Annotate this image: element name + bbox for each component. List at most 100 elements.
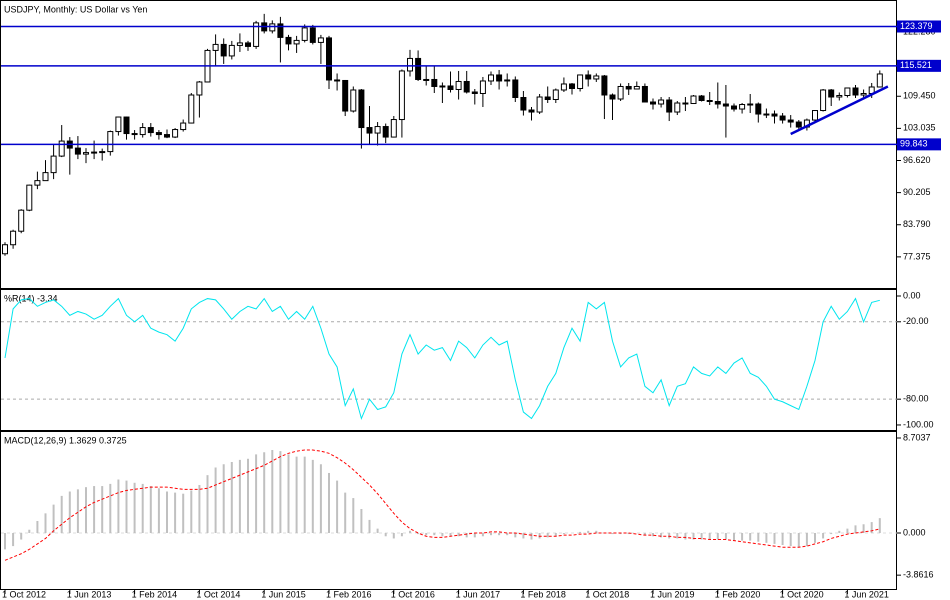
candle-body: [439, 85, 446, 88]
candle-body: [812, 110, 818, 121]
x-tick-label: 1 Feb 2018: [520, 589, 566, 599]
candle-body: [91, 151, 98, 154]
candle-body: [650, 101, 656, 105]
candle-body: [779, 115, 786, 121]
x-tick-label: 1 Feb 2014: [132, 589, 178, 599]
candle-body: [625, 85, 632, 90]
y-tick-label: -20.00: [903, 316, 929, 326]
y-tick-label: -100.00: [903, 419, 934, 429]
x-tick-label: 1 Oct 2016: [391, 589, 435, 599]
candle-body: [674, 102, 681, 113]
candle-body: [131, 133, 138, 136]
candle-body: [479, 80, 486, 94]
x-tick-label: 1 Oct 2018: [585, 589, 629, 599]
x-tick-label: 1 Feb 2020: [715, 589, 761, 599]
y-tick-label: -3.8616: [903, 570, 934, 580]
candle-body: [74, 147, 81, 155]
signal-line: [4, 449, 880, 561]
candle-body: [836, 94, 843, 98]
candle-body: [196, 81, 203, 96]
candle-body: [860, 92, 867, 96]
level-box: [897, 20, 941, 33]
candle-body: [228, 44, 235, 57]
candle-body: [560, 83, 567, 91]
candle-body: [147, 127, 154, 134]
candle-body: [115, 116, 122, 133]
candle-body: [212, 43, 219, 51]
candle-body: [358, 89, 365, 129]
candle-body: [512, 79, 519, 99]
macd-title: MACD(12,26,9) 1.3629 0.3725: [4, 435, 127, 445]
candle-body: [569, 83, 575, 89]
candle-body: [722, 103, 729, 107]
candle-body: [172, 129, 179, 138]
x-tick-label: 1 Jun 2021: [844, 589, 889, 599]
candle-body: [245, 42, 251, 47]
wpr-pane: [0, 289, 897, 431]
candle-body: [820, 89, 827, 112]
x-tick-label: 1 Jun 2017: [456, 589, 501, 599]
candle-body: [463, 80, 470, 93]
candle-body: [633, 85, 640, 90]
candle-body: [374, 126, 381, 134]
candle-body: [107, 131, 114, 153]
candle-body: [828, 89, 835, 98]
candle-body: [504, 79, 511, 82]
candle-body: [58, 140, 65, 157]
candle-body: [309, 27, 316, 43]
candle-body: [520, 97, 527, 111]
x-tick-label: 1 Oct 2012: [2, 589, 46, 599]
wpr-line: [4, 297, 880, 421]
candle-body: [350, 89, 357, 112]
candle-body: [747, 103, 754, 106]
candle-body: [698, 95, 705, 102]
candle-body: [50, 155, 57, 174]
candle-body: [771, 113, 778, 117]
level-box: [897, 59, 941, 72]
candle-body: [641, 85, 648, 103]
candle-body: [731, 105, 737, 110]
y-tick-label: 77.375: [903, 251, 931, 261]
y-tick-label: 90.205: [903, 187, 931, 197]
candle-body: [123, 116, 130, 135]
x-tick-label: 1 Oct 2014: [196, 589, 240, 599]
candle-body: [164, 134, 170, 138]
candle-body: [390, 119, 397, 138]
candle-body: [398, 70, 405, 121]
trendline: [790, 85, 889, 136]
y-tick-label: -80.00: [903, 394, 929, 404]
y-tick-label: 0.000: [903, 527, 926, 537]
level-box: [897, 138, 941, 151]
candle-body: [690, 95, 697, 105]
candle-body: [585, 74, 592, 80]
candle-body: [666, 99, 673, 113]
y-tick-label: 83.790: [903, 219, 931, 229]
candle-body: [423, 78, 430, 81]
candle-body: [455, 80, 462, 90]
candle-body: [471, 91, 478, 94]
candle-body: [236, 42, 243, 46]
y-tick-label: 8.7037: [903, 432, 931, 442]
candle-body: [407, 57, 413, 72]
x-tick-label: 1 Feb 2016: [326, 589, 372, 599]
candle-body: [366, 127, 373, 134]
candle-body: [658, 99, 665, 105]
candle-body: [334, 79, 341, 82]
candle-body: [2, 244, 8, 255]
candle-body: [447, 85, 454, 90]
x-tick-label: 1 Jun 2019: [650, 589, 695, 599]
candle-body: [552, 89, 559, 101]
candle-body: [18, 209, 25, 232]
chart-title: USDJPY, Monthly: US Dollar vs Yen: [4, 4, 147, 14]
candle-body: [326, 37, 332, 81]
candle-body: [795, 121, 802, 128]
candle-body: [253, 22, 260, 47]
level-label: 123.379: [900, 21, 933, 31]
candle-body: [285, 36, 292, 45]
candle-body: [876, 73, 883, 88]
y-tick-label: 96.620: [903, 155, 931, 165]
candle-body: [180, 122, 187, 131]
candle-body: [682, 102, 689, 105]
y-tick-label: 103.035: [903, 123, 936, 133]
